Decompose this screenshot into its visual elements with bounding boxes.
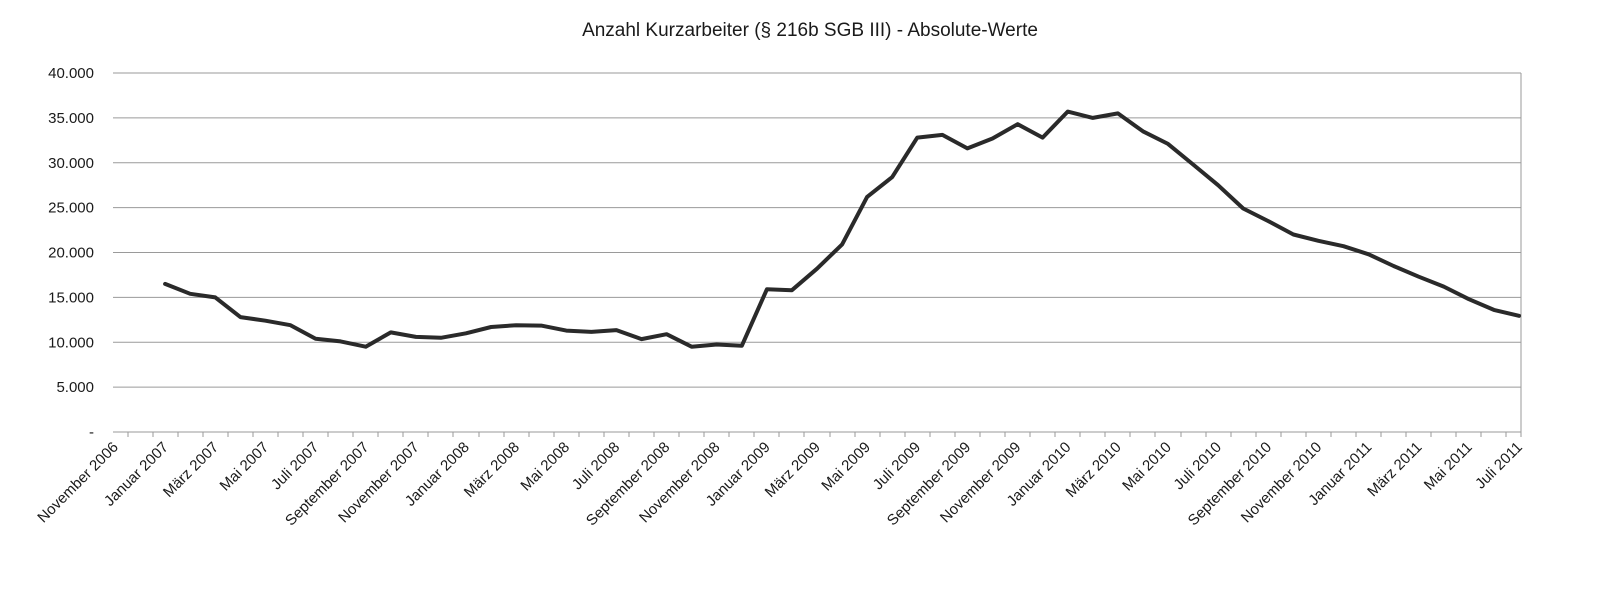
x-tick-label: März 2008 [461,439,523,501]
y-tick-label: 30.000 [48,155,94,172]
series-line [163,109,1521,349]
x-tick-label: Mai 2011 [1421,439,1476,494]
y-tick-label: - [89,424,94,441]
y-tick-label: 20.000 [48,245,94,262]
y-tick-label: 15.000 [48,289,94,306]
y-tick-label: 25.000 [48,200,94,217]
x-tick-label: Mai 2009 [818,439,874,495]
x-tick-label: Mai 2007 [217,439,273,495]
chart-title: Anzahl Kurzarbeiter (§ 216b SGB III) - A… [582,20,1038,41]
y-axis-tick-labels: - 5.000 10.000 15.000 20.000 25.000 30.000 35.0… [48,65,94,441]
x-tick-label: Juli 2011 [1472,439,1526,493]
y-tick-label: 35.000 [48,110,94,127]
series-group [163,109,1521,349]
x-tick-label: März 2011 [1364,439,1425,500]
y-tick-label: 5.000 [56,379,94,396]
axes [113,73,1522,437]
x-tick-label: November 2006 [34,439,121,526]
y-tick-label: 10.000 [48,334,94,351]
x-tick-label: Mai 2008 [517,439,573,495]
x-tick-label: März 2009 [762,439,824,501]
x-tick-label: Mai 2010 [1119,439,1175,495]
x-tick-label: März 2007 [160,439,222,501]
y-tick-label: 40.000 [48,65,94,82]
x-tick-label: März 2010 [1063,439,1125,501]
